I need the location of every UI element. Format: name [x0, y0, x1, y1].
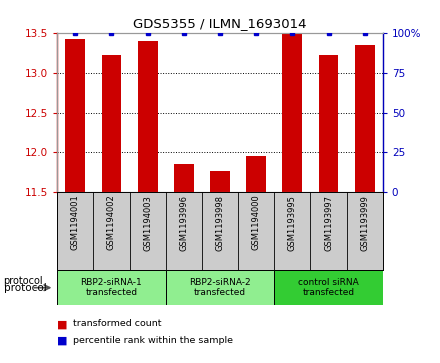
- Text: percentile rank within the sample: percentile rank within the sample: [73, 336, 233, 345]
- Text: GSM1193999: GSM1193999: [360, 195, 369, 250]
- Bar: [166, 270, 274, 305]
- Bar: [355, 45, 375, 192]
- Text: GSM1194003: GSM1194003: [143, 195, 152, 250]
- Text: GSM1194001: GSM1194001: [71, 195, 80, 250]
- Text: protocol: protocol: [4, 283, 47, 293]
- Text: protocol: protocol: [3, 276, 43, 286]
- Text: RBP2-siRNA-2
transfected: RBP2-siRNA-2 transfected: [189, 278, 251, 297]
- Text: GSM1193995: GSM1193995: [288, 195, 297, 250]
- Bar: [282, 33, 302, 192]
- Text: GSM1194002: GSM1194002: [107, 195, 116, 250]
- Bar: [246, 156, 266, 192]
- Bar: [210, 171, 230, 192]
- Text: control siRNA
transfected: control siRNA transfected: [298, 278, 359, 297]
- Title: GDS5355 / ILMN_1693014: GDS5355 / ILMN_1693014: [133, 17, 307, 30]
- Bar: [274, 270, 383, 305]
- Text: RBP2-siRNA-1
transfected: RBP2-siRNA-1 transfected: [81, 278, 143, 297]
- Text: GSM1193996: GSM1193996: [180, 195, 188, 251]
- Text: ■: ■: [57, 319, 68, 330]
- Bar: [319, 55, 338, 192]
- Text: GSM1193997: GSM1193997: [324, 195, 333, 251]
- Bar: [66, 39, 85, 192]
- Text: transformed count: transformed count: [73, 319, 161, 329]
- Bar: [57, 270, 166, 305]
- Text: GSM1194000: GSM1194000: [252, 195, 260, 250]
- Text: GSM1193998: GSM1193998: [216, 195, 224, 251]
- Bar: [102, 55, 121, 192]
- Bar: [138, 41, 158, 192]
- Text: ■: ■: [57, 336, 68, 346]
- Bar: [174, 164, 194, 192]
